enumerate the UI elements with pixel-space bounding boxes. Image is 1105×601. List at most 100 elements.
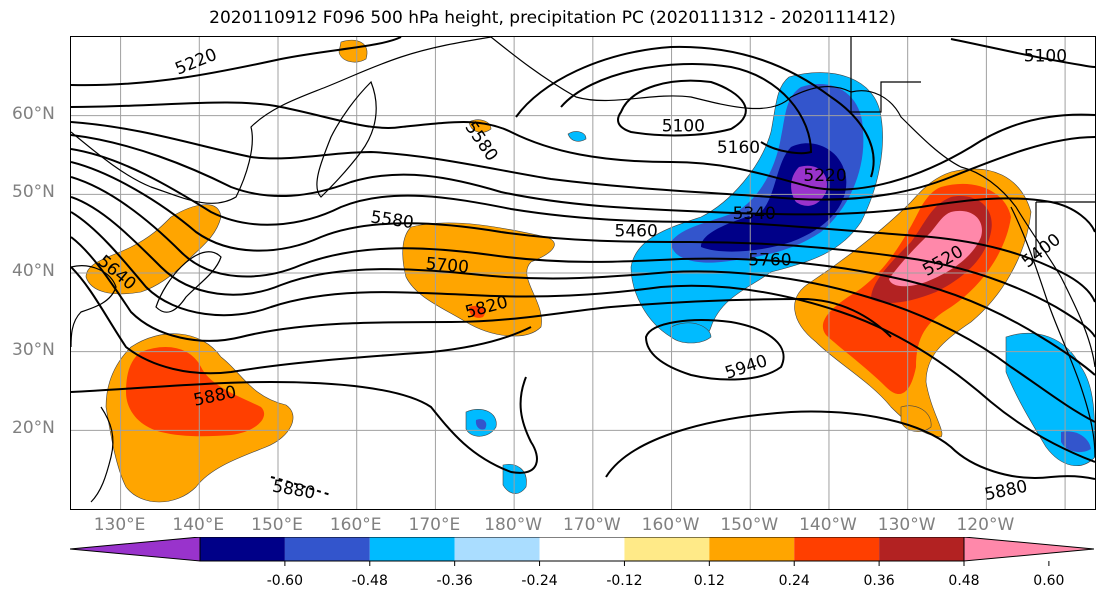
japan [155,251,222,313]
map-plot-area: 5220 5100 5100 5160 5220 5340 5460 5580 5580 5640… [70,36,1096,510]
precipitation-shading [85,39,1095,503]
colorbar-tick-label: -0.48 [351,573,388,589]
colorbar-segment [709,537,795,561]
longitude-label: 150°E [251,515,303,535]
contour-label: 5580 [369,207,415,233]
contour-label-text: 5220 [172,45,220,80]
longitude-label: 150°W [720,515,779,535]
contour-label: 5880 [983,477,1029,506]
contour-label: 5760 [748,250,791,270]
contour-5760 [71,236,892,342]
colorbar-extend-max [963,537,1094,562]
asia-coast [71,37,492,204]
colorbar-tick-label: -0.36 [436,573,473,589]
colorbar-tick-label: 0.48 [948,573,980,589]
blue-blob-alaska-small [567,131,587,142]
contour-label: 5100 [662,117,705,137]
colorbar-tick-label: 0.60 [1033,573,1065,589]
blue-blob-south-inner [475,419,487,430]
contour-label-text: 5340 [733,204,776,224]
contour-5100-north [950,38,1095,68]
contour-5220-b [515,45,875,178]
contour-5340 [71,121,1095,201]
blue-blob-mid-pacific [670,322,712,344]
contour-5880-east [605,410,1095,480]
korea-china [71,265,117,348]
positive-anomaly-core [889,210,982,287]
coastlines [71,37,1095,503]
contour-label: 5460 [614,221,657,241]
colorbar-segment [369,537,455,561]
colorbar-tick-label: -0.12 [606,573,643,589]
contour-label-text: 5220 [803,166,846,186]
contour-label: 5160 [717,138,760,158]
colorbar-tick-label: 0.36 [863,573,895,589]
contour-label: 5340 [733,204,776,224]
contour-label-text: 5100 [662,117,705,137]
longitude-label: 130°W [877,515,936,535]
contour-label: 5100 [1024,47,1067,67]
contour-5100-low [617,79,747,137]
contour-5280 [71,101,1095,191]
longitude-label: 180°W [484,515,543,535]
contour-5700 [71,211,1095,463]
colorbar-extend-min [70,537,201,562]
west-coast [1010,206,1095,458]
contour-5820 [71,266,532,375]
colorbar-tick-label: -0.24 [521,573,558,589]
colorbar-tick-label: -0.60 [266,573,303,589]
contour-label: 5580 [460,118,501,165]
colorbar-tick-label: 0.12 [693,573,725,589]
longitude-label: 140°W [799,515,857,535]
contour-5400 [71,134,1095,233]
height-contours [71,37,1095,496]
colorbar-outline [199,537,965,562]
contour-5940 [644,319,785,381]
negative-anomaly-coast-inner [1061,431,1091,453]
colorbar-tick-label: 0.24 [778,573,810,589]
contour-label: 5700 [425,254,470,278]
contour-label-text: 5880 [983,477,1029,506]
contour-label-text: 5460 [614,221,657,241]
latitude-label: 60°N [12,103,55,124]
contour-label-text: 5160 [717,138,760,158]
colorbar-segment [200,537,285,561]
contour-5580 [71,176,1095,376]
colorbar-segment [539,537,625,561]
contour-5160 [560,62,813,155]
contour-label: 5880 [271,477,317,504]
contour-label-text: 5700 [425,254,470,278]
contour-5520 [71,161,1095,338]
colorbar-segment [794,537,880,561]
contour-label-text: 5760 [748,250,791,270]
longitude-label: 170°E [408,515,461,535]
latitude-label: 20°N [12,418,55,439]
contour-5880-dashed [270,476,332,496]
contour-5220 [71,37,402,87]
philippines [90,406,114,503]
colorbar [70,537,1094,566]
positive-anomaly-philippines-red [126,347,265,437]
contour-5640 [71,196,1095,423]
longitude-label: 120°W [956,515,1015,535]
positive-anomaly-central [402,222,555,337]
kamchatka [316,80,377,198]
longitude-label: 140°E [172,515,225,535]
contour-5460 [71,148,1095,303]
colorbar-segment [624,537,710,561]
longitude-label: 160°E [329,515,382,535]
positive-anomaly-central-red [468,305,486,318]
longitude-label: 170°W [562,515,621,535]
blue-blob-hawaii [502,464,527,494]
colorbar-segments [70,537,1094,566]
contour-label-text: 5100 [1024,47,1067,67]
contour-5880-main [71,376,538,474]
alaska-coast [490,37,1095,368]
latitude-label: 40°N [12,261,55,281]
longitude-label: 130°E [93,515,146,535]
latitude-label: 30°N [12,339,55,360]
contour-label-text: 5580 [369,207,415,233]
contour-label: 5220 [803,166,846,186]
colorbar-segment [284,537,370,561]
colorbar-segment [879,537,964,561]
